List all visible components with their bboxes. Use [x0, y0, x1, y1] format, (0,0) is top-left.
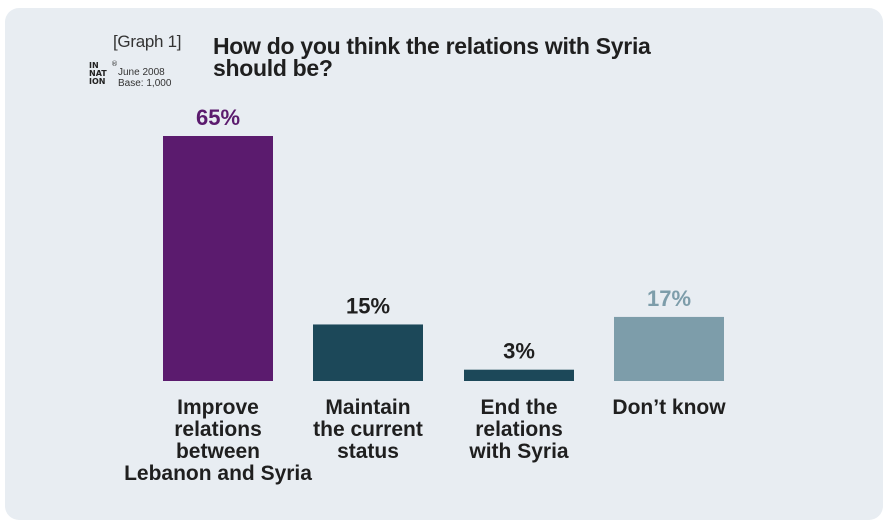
company-logo: IN NAT ION ®	[89, 60, 119, 88]
graph-tag: [Graph 1]	[113, 32, 182, 51]
survey-meta: June 2008 Base: 1,000	[118, 67, 171, 89]
category-label-line: between	[175, 440, 261, 463]
bar-3	[464, 369, 574, 381]
bar-4	[614, 316, 724, 381]
bar-2	[313, 324, 423, 381]
category-label-line: Lebanon and Syria	[124, 462, 312, 485]
chart-panel	[5, 8, 883, 520]
value-label-1: 65%	[196, 105, 240, 130]
category-label-4: Don’t know	[569, 397, 769, 419]
category-label-line: Maintain	[325, 396, 411, 419]
category-label-3: End the relations with Syria	[419, 397, 619, 463]
chart-title: How do you think the relations with Syri…	[213, 33, 651, 81]
category-label-line: with Syria	[469, 440, 569, 463]
category-label-line: the current	[313, 418, 423, 441]
registered-mark: ®	[111, 60, 118, 68]
bar-1	[163, 136, 273, 381]
category-label-1: Improve relations between Lebanon and Syria	[118, 397, 318, 485]
value-label-4: 17%	[647, 286, 691, 311]
survey-date: June 2008	[118, 67, 165, 78]
value-label-2: 15%	[346, 293, 390, 318]
category-label-line: relations	[475, 418, 563, 441]
category-label-line: Don’t know	[612, 396, 726, 419]
category-label-line: Improve	[177, 396, 259, 419]
category-label-line: End the	[480, 396, 558, 419]
logo-wordmark: IN NAT ION	[89, 61, 107, 86]
category-label-2: Maintain the current status	[268, 397, 468, 463]
category-label-line: status	[337, 440, 399, 463]
value-label-3: 3%	[503, 339, 535, 364]
survey-base: Base: 1,000	[118, 78, 172, 89]
category-label-line: relations	[174, 418, 262, 441]
